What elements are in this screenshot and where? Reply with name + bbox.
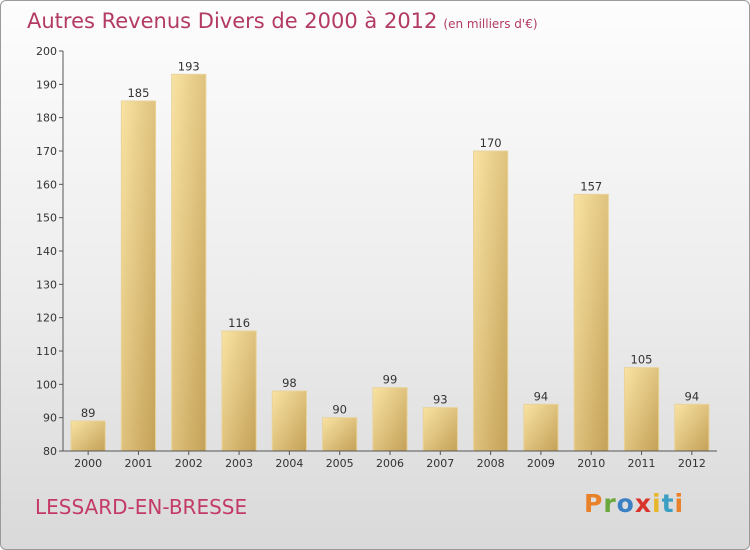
bar-2000: 89	[70, 406, 106, 452]
bars-group: 89 185 193 116 98 90 99 93 170 94 157 105 94	[70, 59, 710, 452]
bar-2009: 94	[523, 389, 559, 452]
y-tick-label-100: 100	[36, 378, 57, 391]
data-label-2006: 99	[383, 373, 398, 387]
proxiti-logo: Proxiti	[584, 489, 685, 518]
bar-2001: 185	[120, 86, 157, 452]
bar-2006: 99	[372, 373, 408, 452]
y-tick-label-130: 130	[36, 278, 57, 291]
y-tick-160: 160	[36, 178, 63, 191]
y-tick-label-180: 180	[36, 112, 57, 125]
bar-2004: 98	[271, 376, 307, 452]
y-tick-100: 100	[36, 378, 63, 391]
bar-rect-2012	[674, 403, 710, 452]
data-label-2010: 157	[580, 179, 602, 193]
bar-2005: 90	[322, 403, 358, 452]
bar-rect-2004	[271, 390, 307, 452]
y-tick-label-170: 170	[36, 145, 57, 158]
bar-rect-2011	[623, 367, 660, 452]
bar-2010: 157	[573, 179, 609, 452]
x-tick-label-2004: 2004	[275, 457, 303, 470]
y-tick-120: 120	[36, 312, 63, 325]
x-tick-label-2006: 2006	[376, 457, 404, 470]
chart-title: Autres Revenus Divers de 2000 à 2012 (en …	[27, 9, 538, 33]
y-tick-label-120: 120	[36, 312, 57, 325]
y-tick-170: 170	[36, 145, 63, 158]
y-tick-140: 140	[36, 245, 63, 258]
y-tick-80: 80	[43, 445, 63, 458]
data-label-2009: 94	[534, 389, 549, 403]
x-tick-label-2009: 2009	[527, 457, 555, 470]
data-label-2001: 185	[127, 86, 149, 100]
x-tick-label-2000: 2000	[74, 457, 102, 470]
y-tick-190: 190	[36, 78, 63, 91]
y-tick-label-110: 110	[36, 345, 57, 358]
y-tick-label-80: 80	[43, 445, 57, 458]
bar-rect-2010	[573, 193, 609, 452]
bar-2002: 193	[171, 59, 207, 452]
bar-2012: 94	[674, 389, 710, 452]
data-label-2012: 94	[685, 389, 700, 403]
y-tick-90: 90	[43, 412, 63, 425]
y-tick-label-160: 160	[36, 178, 57, 191]
axes-group: 2000 2001 2002 2003 2004 2005 2006 2007 2008 2009…	[36, 45, 717, 470]
bar-rect-2002	[171, 73, 207, 452]
data-label-2003: 116	[228, 316, 250, 330]
bar-2011: 105	[623, 353, 660, 452]
commune-label: LESSARD-EN-BRESSE	[35, 495, 248, 519]
y-tick-label-200: 200	[36, 45, 57, 58]
y-tick-150: 150	[36, 212, 63, 225]
x-tick-label-2002: 2002	[175, 457, 203, 470]
chart-subtitle: (en milliers d'€)	[443, 17, 538, 31]
chart-title-text: Autres Revenus Divers de 2000 à 2012	[27, 9, 438, 33]
bar-rect-2009	[523, 403, 559, 452]
y-tick-110: 110	[36, 345, 63, 358]
bar-rect-2005	[322, 417, 358, 452]
y-tick-label-190: 190	[36, 78, 57, 91]
data-label-2007: 93	[433, 393, 448, 407]
x-tick-label-2012: 2012	[678, 457, 706, 470]
x-tick-label-2010: 2010	[577, 457, 605, 470]
x-tick-label-2003: 2003	[225, 457, 253, 470]
y-tick-label-150: 150	[36, 212, 57, 225]
y-tick-180: 180	[36, 112, 63, 125]
bar-2008: 170	[473, 136, 509, 452]
data-label-2004: 98	[282, 376, 297, 390]
bar-rect-2007	[422, 407, 458, 452]
y-tick-label-140: 140	[36, 245, 57, 258]
data-label-2008: 170	[480, 136, 502, 150]
x-tick-label-2007: 2007	[426, 457, 454, 470]
x-tick-label-2001: 2001	[124, 457, 152, 470]
x-tick-label-2008: 2008	[477, 457, 505, 470]
bar-rect-2003	[221, 330, 257, 452]
bar-rect-2001	[120, 100, 157, 452]
bar-2007: 93	[422, 393, 458, 452]
x-tick-label-2005: 2005	[326, 457, 354, 470]
data-label-2011: 105	[631, 353, 653, 367]
y-tick-130: 130	[36, 278, 63, 291]
bar-rect-2008	[473, 150, 509, 452]
x-tick-label-2011: 2011	[628, 457, 656, 470]
data-label-2005: 90	[332, 403, 347, 417]
y-tick-label-90: 90	[43, 412, 57, 425]
data-label-2002: 193	[178, 59, 200, 73]
y-tick-200: 200	[36, 45, 63, 58]
bar-rect-2000	[70, 420, 106, 452]
bar-rect-2006	[372, 387, 408, 452]
bar-2003: 116	[221, 316, 257, 452]
data-label-2000: 89	[81, 406, 96, 420]
